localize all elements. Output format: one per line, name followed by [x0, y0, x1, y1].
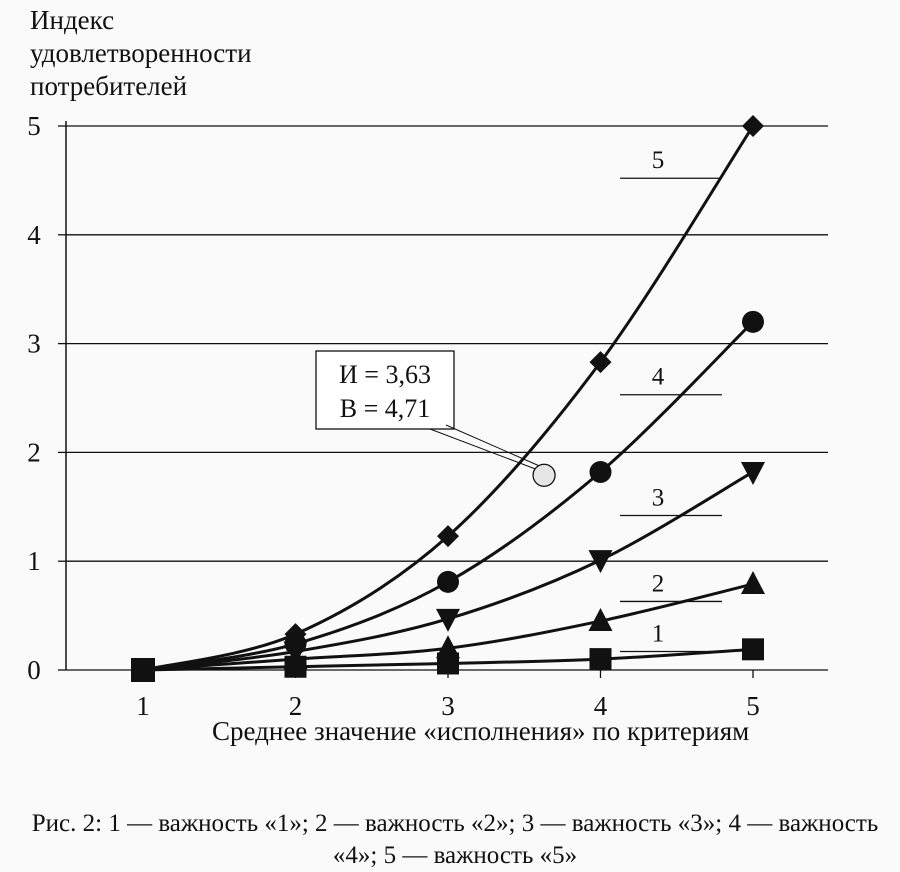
x-tick-label: 5	[746, 691, 760, 721]
marker-series-2	[588, 608, 613, 632]
figure-caption: Рис. 2: 1 — важность «1»; 2 — важность «…	[31, 810, 879, 869]
y-tick-label: 0	[27, 655, 41, 685]
marker-series-4	[589, 460, 612, 483]
marker-series-4	[742, 310, 764, 333]
series-line-5	[142, 125, 755, 672]
y-tick-label: 2	[27, 437, 41, 467]
series-label-3: 3	[652, 485, 665, 512]
x-tick-label: 2	[289, 691, 303, 721]
marker-series-3	[588, 550, 613, 574]
marker-series-2	[741, 571, 765, 595]
marker-series-5	[437, 525, 459, 548]
annotation-leader-a	[429, 428, 537, 470]
annotation-point	[532, 463, 556, 487]
marker-series-1	[742, 638, 764, 661]
x-tick-label: 4	[594, 691, 608, 721]
annotation-leader-b	[445, 424, 541, 467]
x-tick-label: 3	[441, 691, 455, 721]
marker-series-5	[742, 115, 764, 137]
chart: 0 1 2 3 4 5 1 2 3 4 5 1 2 3 4 5 И = 3,63 В = 4,71	[27, 111, 828, 721]
marker-series-1	[589, 648, 612, 671]
y-tick-label: 5	[27, 111, 41, 141]
annotation-line-2: В = 4,71	[340, 394, 431, 423]
y-tick-label: 3	[27, 329, 41, 359]
annotation-line-1: И = 3,63	[339, 360, 431, 389]
marker-origin	[131, 658, 155, 682]
x-axis-label: Среднее значение «исполнения» по критери…	[212, 716, 750, 746]
x-tick-label: 1	[136, 691, 150, 721]
y-tick-label: 4	[27, 220, 41, 250]
marker-series-3	[741, 461, 765, 485]
marker-series-3	[436, 608, 460, 632]
series-label-2: 2	[652, 570, 665, 597]
series-label-1: 1	[652, 621, 665, 648]
y-tick-label: 1	[27, 546, 41, 576]
marker-series-4	[437, 570, 459, 593]
marker-series-5	[589, 351, 612, 374]
marker-series-5	[284, 623, 307, 646]
marker-series-2	[436, 635, 460, 659]
series-label-4: 4	[652, 364, 665, 391]
annotation-box	[315, 350, 455, 430]
y-axis-label: Индекс удовлетворенности потребителей	[30, 5, 252, 101]
series-label-5: 5	[652, 147, 665, 174]
